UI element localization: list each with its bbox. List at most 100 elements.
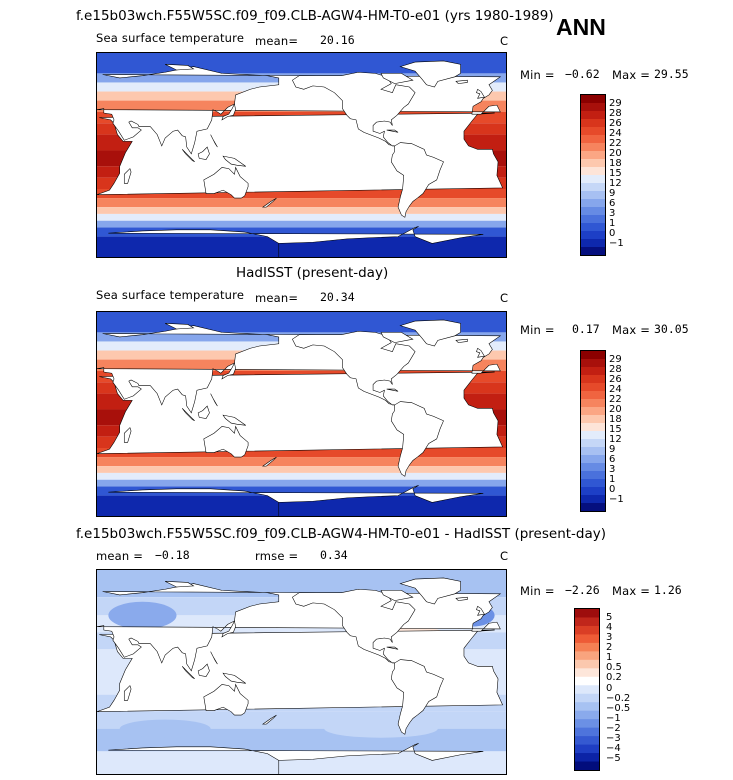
colorbar-tick: 26 (609, 374, 622, 385)
colorbar-swatch (575, 617, 599, 627)
panel1-map (96, 52, 507, 258)
land-africa (97, 371, 504, 454)
colorbar-tick: 20 (609, 148, 622, 159)
colorbar-tick: 0.2 (606, 672, 622, 684)
panel1-title: f.e15b03wch.F55W5SC.f09_f09.CLB-AGW4-HM-… (76, 8, 554, 24)
panel3-max-value: 1.26 (654, 583, 682, 597)
colorbar-swatch (581, 487, 605, 496)
ocean-band (97, 457, 506, 467)
panel1-min-value: −0.62 (565, 67, 600, 81)
land-borneo (197, 146, 210, 160)
land-madagascar (123, 685, 132, 701)
colorbar-swatch (581, 239, 605, 248)
panel2-colorbar-labels: 29 28 26 24 22 20 18 15 12 9 6 3 1 0 −1 (609, 350, 639, 510)
colorbar-swatch (575, 753, 599, 763)
land-cuba (386, 388, 399, 392)
colorbar-swatch (581, 143, 605, 152)
land-arctic_isl (165, 64, 195, 71)
colorbar-swatch (581, 375, 605, 384)
panel1-colorbar-labels: 29 28 26 24 22 20 18 15 12 9 6 3 1 0 −1 (609, 94, 639, 254)
anomaly-patch (119, 719, 211, 738)
colorbar-swatch (581, 351, 605, 360)
colorbar-swatch (581, 175, 605, 184)
land-namerica (292, 588, 416, 664)
colorbar-tick: 0 (609, 484, 616, 495)
colorbar-tick: −0.2 (606, 692, 631, 704)
colorbar-tick: 3 (609, 464, 616, 475)
colorbar-tick: 29 (609, 98, 622, 109)
ocean-band (97, 236, 506, 257)
ocean-band (97, 207, 506, 214)
ocean-band (97, 213, 506, 221)
land-philippines (210, 651, 218, 665)
colorbar-swatch (581, 367, 605, 376)
colorbar-tick: 28 (609, 364, 622, 375)
colorbar-tick: 9 (609, 188, 616, 199)
colorbar-swatch (581, 207, 605, 216)
panel3-title: f.e15b03wch.F55W5SC.f09_f09.CLB-AGW4-HM-… (76, 526, 607, 542)
colorbar-tick: 18 (609, 158, 622, 169)
colorbar-tick: 24 (609, 384, 622, 395)
panel1-colorbar (580, 94, 606, 256)
colorbar-tick: 26 (609, 118, 622, 129)
colorbar-tick: 12 (609, 178, 622, 189)
ocean-band (97, 479, 506, 487)
ocean-band (97, 751, 506, 774)
colorbar-swatch (581, 247, 605, 255)
colorbar-tick: 1 (606, 652, 613, 664)
land-iceland (455, 338, 468, 343)
land-sumatra (181, 408, 195, 422)
colorbar-swatch (581, 383, 605, 392)
panel2-max-label: Max = (612, 323, 651, 337)
season-label: ANN (556, 14, 606, 40)
colorbar-swatch (575, 719, 599, 729)
ocean-band (97, 227, 506, 237)
colorbar-tick: 3 (606, 632, 613, 644)
land-uk (476, 347, 485, 358)
colorbar-tick: 22 (609, 138, 622, 149)
panel3-mean-label: mean = (96, 549, 144, 563)
land-sumatra (181, 149, 195, 163)
colorbar-swatch (581, 135, 605, 144)
land-antarctica (108, 226, 484, 257)
colorbar-swatch (575, 642, 599, 652)
land-philippines (210, 393, 218, 407)
colorbar-swatch (575, 744, 599, 754)
panel3-rmse-label: rmse = (255, 549, 299, 563)
land-namerica (292, 71, 416, 147)
colorbar-swatch (581, 127, 605, 136)
colorbar-swatch (581, 119, 605, 128)
colorbar-tick: −3 (606, 732, 621, 744)
colorbar-tick: 3 (609, 208, 616, 219)
land-baffin (380, 73, 414, 84)
colorbar-swatch (581, 439, 605, 448)
land-iceland (455, 79, 468, 84)
land-samerica (390, 659, 444, 735)
ocean-band (97, 486, 506, 496)
colorbar-swatch (581, 407, 605, 416)
land-uk (476, 605, 485, 616)
land-newguinea (222, 414, 246, 426)
colorbar-swatch (581, 495, 605, 504)
panel1-max-label: Max = (612, 68, 651, 82)
land-baffin (380, 332, 414, 343)
land-greenland (399, 319, 461, 347)
ocean-band (97, 495, 506, 516)
colorbar-swatch (575, 651, 599, 661)
panel1-variable: Sea surface temperature (96, 31, 245, 45)
land-samerica (390, 142, 444, 218)
land-madagascar (123, 427, 132, 443)
panel1-min-label: Min = (520, 68, 555, 82)
colorbar-swatch (581, 215, 605, 224)
land-cuba (386, 646, 399, 650)
colorbar-tick: 20 (609, 404, 622, 415)
colorbar-tick: 2 (606, 642, 613, 654)
panel1-mean-value: 20.16 (320, 33, 355, 47)
land-japan (221, 362, 236, 380)
land-japan (221, 103, 236, 121)
panel3-min-value: −2.26 (565, 583, 600, 597)
ocean-band (97, 448, 506, 458)
colorbar-tick: 0 (609, 228, 616, 239)
panel3-rmse-value: 0.34 (320, 548, 348, 562)
colorbar-tick: 4 (606, 622, 613, 634)
